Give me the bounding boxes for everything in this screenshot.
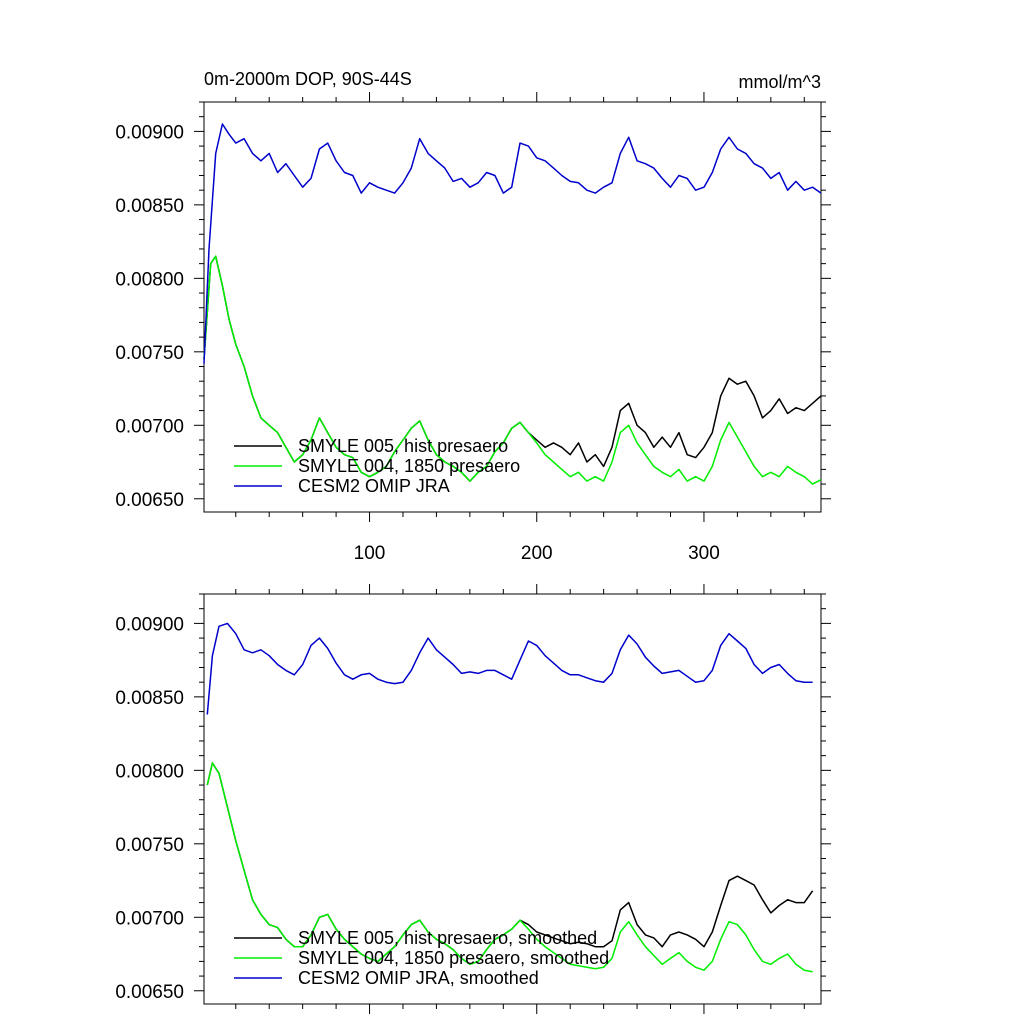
- legend-label-1: SMYLE 004, 1850 presaero, smoothed: [298, 948, 609, 968]
- x-tick-label: 300: [688, 543, 720, 564]
- series-line-0: [203, 255, 822, 482]
- y-tick-label: 0.00700: [115, 416, 184, 437]
- plot-frame: [203, 101, 822, 513]
- y-tick-label: 0.00850: [115, 196, 184, 217]
- units-label: mmol/m^3: [739, 72, 821, 92]
- plot-frame: [203, 593, 822, 1005]
- series-line-2: [203, 123, 822, 364]
- legend-label-1: SMYLE 004, 1850 presaero: [298, 456, 520, 476]
- y-tick-label: 0.00850: [115, 688, 184, 709]
- y-tick-label: 0.00750: [115, 835, 184, 856]
- y-tick-label: 0.00800: [115, 761, 184, 782]
- legend-label-2: CESM2 OMIP JRA: [298, 476, 450, 496]
- series-line-1: [203, 255, 822, 485]
- y-tick-label: 0.00900: [115, 614, 184, 635]
- legend-label-0: SMYLE 005, hist presaero: [298, 436, 508, 456]
- top-panel: 0m-2000m DOP, 90S-44S mmol/m^3 0.00650 0.00…: [115, 69, 831, 564]
- series-line-2: [206, 622, 813, 715]
- x-tick-label: 200: [521, 543, 553, 564]
- y-tick-label: 0.00900: [115, 122, 184, 143]
- bottom-panel: 0.00650 0.00700 0.00750 0.00800 0.00850 0.009…: [115, 584, 831, 1014]
- y-tick-label: 0.00650: [115, 490, 184, 511]
- y-tick-label: 0.00650: [115, 982, 184, 1003]
- chart-title: 0m-2000m DOP, 90S-44S: [204, 69, 412, 89]
- y-tick-label: 0.00700: [115, 908, 184, 929]
- legend-label-2: CESM2 OMIP JRA, smoothed: [298, 968, 539, 988]
- y-tick-label: 0.00750: [115, 343, 184, 364]
- x-tick-label: 100: [354, 543, 386, 564]
- series-line-1: [206, 762, 813, 973]
- y-tick-label: 0.00800: [115, 269, 184, 290]
- legend-label-0: SMYLE 005, hist presaero, smoothed: [298, 928, 597, 948]
